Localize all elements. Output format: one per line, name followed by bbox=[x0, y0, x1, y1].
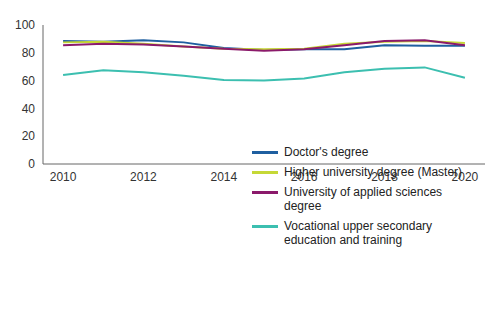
svg-text:2012: 2012 bbox=[130, 170, 157, 184]
svg-text:2020: 2020 bbox=[452, 170, 479, 184]
svg-text:60: 60 bbox=[22, 74, 36, 88]
svg-text:2018: 2018 bbox=[371, 170, 398, 184]
svg-text:40: 40 bbox=[22, 102, 36, 116]
svg-text:100: 100 bbox=[15, 18, 35, 32]
svg-text:20: 20 bbox=[22, 129, 36, 143]
svg-text:2014: 2014 bbox=[210, 170, 237, 184]
svg-text:2010: 2010 bbox=[50, 170, 77, 184]
svg-text:0: 0 bbox=[28, 157, 35, 171]
svg-text:2016: 2016 bbox=[291, 170, 318, 184]
svg-text:80: 80 bbox=[22, 46, 36, 60]
